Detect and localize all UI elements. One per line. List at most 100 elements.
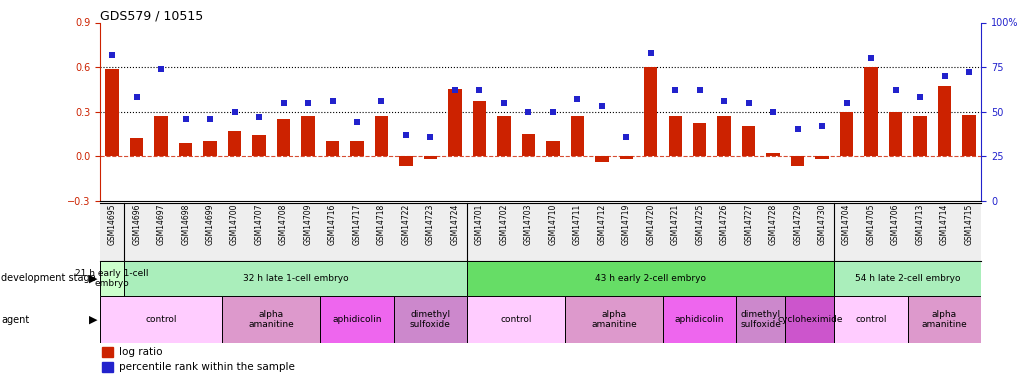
- Bar: [907, 296, 980, 343]
- Point: [691, 87, 707, 93]
- Bar: [736, 296, 785, 343]
- Point: [935, 73, 952, 79]
- Bar: [467, 261, 834, 296]
- Bar: [741, 126, 755, 156]
- Point: [642, 50, 658, 56]
- Bar: [814, 156, 828, 159]
- Bar: [320, 296, 393, 343]
- Text: GSM14695: GSM14695: [108, 204, 116, 245]
- Bar: [447, 89, 462, 156]
- Bar: [936, 86, 951, 156]
- Text: GSM14728: GSM14728: [768, 204, 776, 245]
- Bar: [863, 67, 877, 156]
- Point: [177, 116, 194, 122]
- Text: GSM14724: GSM14724: [450, 204, 459, 245]
- Point: [764, 109, 781, 115]
- Text: GSM14723: GSM14723: [426, 204, 434, 245]
- Bar: [374, 116, 388, 156]
- Bar: [350, 141, 364, 156]
- Text: GSM14715: GSM14715: [964, 204, 972, 245]
- Bar: [961, 114, 975, 156]
- Bar: [834, 261, 980, 296]
- Text: aphidicolin: aphidicolin: [675, 315, 723, 324]
- Bar: [565, 296, 662, 343]
- Text: log ratio: log ratio: [119, 347, 163, 357]
- Bar: [124, 261, 467, 296]
- Bar: [765, 153, 780, 156]
- Point: [128, 94, 145, 100]
- Bar: [785, 296, 834, 343]
- Point: [838, 100, 854, 106]
- Text: GSM14726: GSM14726: [719, 204, 728, 245]
- Bar: [521, 134, 535, 156]
- Bar: [102, 347, 113, 357]
- Bar: [178, 143, 193, 156]
- Bar: [129, 138, 144, 156]
- Text: alpha
amanitine: alpha amanitine: [591, 310, 636, 329]
- Text: alpha
amanitine: alpha amanitine: [921, 310, 966, 329]
- Text: GSM14714: GSM14714: [940, 204, 948, 245]
- Bar: [716, 116, 731, 156]
- Bar: [203, 141, 217, 156]
- Point: [446, 87, 463, 93]
- Text: GDS579 / 10515: GDS579 / 10515: [100, 9, 203, 22]
- Bar: [227, 131, 242, 156]
- Bar: [790, 156, 804, 166]
- Text: GSM14698: GSM14698: [181, 204, 190, 245]
- Text: GSM14704: GSM14704: [842, 204, 850, 245]
- Point: [715, 98, 732, 104]
- Point: [300, 100, 316, 106]
- Bar: [496, 116, 511, 156]
- Bar: [154, 116, 168, 156]
- Text: development stage: development stage: [1, 273, 96, 284]
- Text: control: control: [855, 315, 886, 324]
- Text: GSM14718: GSM14718: [377, 204, 385, 245]
- Bar: [643, 67, 657, 156]
- Point: [666, 87, 683, 93]
- Bar: [222, 296, 320, 343]
- Bar: [325, 141, 339, 156]
- Point: [348, 119, 365, 125]
- Bar: [839, 112, 853, 156]
- Bar: [102, 362, 113, 372]
- Text: GSM14729: GSM14729: [793, 204, 801, 245]
- Text: GSM14727: GSM14727: [744, 204, 752, 245]
- Bar: [472, 101, 486, 156]
- Point: [911, 94, 927, 100]
- Text: GSM14697: GSM14697: [157, 204, 165, 245]
- Bar: [301, 116, 315, 156]
- Point: [104, 52, 120, 58]
- Text: aphidicolin: aphidicolin: [332, 315, 381, 324]
- Point: [593, 103, 609, 109]
- Bar: [252, 135, 266, 156]
- Text: GSM14716: GSM14716: [328, 204, 336, 245]
- Point: [471, 87, 487, 93]
- Text: GSM14699: GSM14699: [206, 204, 214, 245]
- Bar: [619, 156, 633, 159]
- Point: [544, 109, 560, 115]
- Bar: [692, 123, 706, 156]
- Point: [618, 134, 634, 140]
- Text: GSM14719: GSM14719: [622, 204, 630, 245]
- Text: 32 h late 1-cell embryo: 32 h late 1-cell embryo: [243, 274, 348, 283]
- Point: [373, 98, 389, 104]
- Point: [153, 66, 169, 72]
- Text: GSM14730: GSM14730: [817, 204, 825, 245]
- Text: 54 h late 2-cell embryo: 54 h late 2-cell embryo: [854, 274, 960, 283]
- Text: alpha
amanitine: alpha amanitine: [249, 310, 293, 329]
- Bar: [667, 116, 682, 156]
- Text: percentile rank within the sample: percentile rank within the sample: [119, 362, 294, 372]
- Point: [495, 100, 512, 106]
- Bar: [398, 156, 413, 166]
- Point: [520, 109, 536, 115]
- Text: GSM14711: GSM14711: [573, 204, 581, 245]
- Text: GSM14700: GSM14700: [230, 204, 238, 245]
- Point: [569, 96, 585, 102]
- Point: [324, 98, 340, 104]
- Text: GSM14707: GSM14707: [255, 204, 263, 245]
- Point: [862, 55, 878, 61]
- Bar: [393, 296, 467, 343]
- Text: GSM14720: GSM14720: [646, 204, 654, 245]
- Bar: [570, 116, 584, 156]
- Bar: [105, 69, 119, 156]
